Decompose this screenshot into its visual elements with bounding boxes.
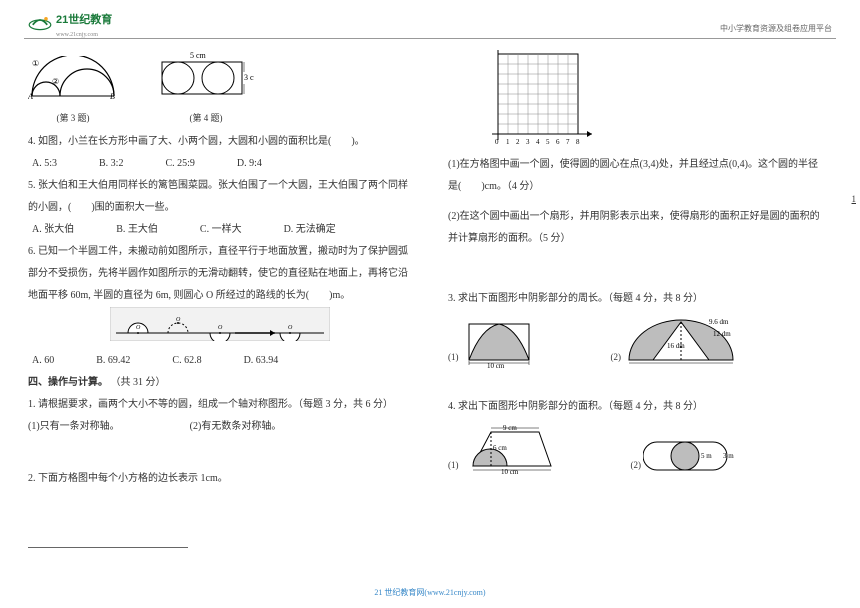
q6-text-a: 6. 已知一个半圆工件，未搬动前如图所示，直径平行于地面放置，搬动时为了保护圆弧 bbox=[28, 241, 412, 263]
section-4-title: 四、操作与计算。 bbox=[28, 377, 108, 388]
page-number-tab: 1 bbox=[852, 190, 857, 210]
section-4-points: （共 31 分） bbox=[111, 377, 166, 388]
figure-3-caption: (第 3 题) bbox=[28, 109, 118, 129]
svg-text:16 dm: 16 dm bbox=[667, 342, 685, 350]
s4q1-part1: (1)只有一条对称轴。 bbox=[28, 416, 120, 438]
s4q2-text: 2. 下面方格图中每个小方格的边长表示 1cm。 bbox=[28, 468, 412, 490]
svg-text:O: O bbox=[218, 325, 223, 331]
q5-text-b: 的小圆，( )围的面积大一些。 bbox=[28, 197, 412, 219]
svg-text:8: 8 bbox=[576, 138, 580, 146]
q3r-text: 3. 求出下面图形中阴影部分的周长。（每题 4 分，共 8 分） bbox=[448, 288, 832, 310]
q6-choice-a: A. 60 bbox=[32, 350, 54, 372]
svg-text:10 cm: 10 cm bbox=[487, 362, 505, 368]
grid-figure: 0 12345678 bbox=[488, 50, 598, 150]
q4-text: 4. 如图，小兰在长方形中画了大、小两个圆，大圆和小圆的面积比是( )。 bbox=[28, 131, 412, 153]
svg-text:O: O bbox=[136, 325, 141, 331]
q3-fig1-svg: 10 cm bbox=[461, 318, 541, 368]
svg-text:9.6 dm: 9.6 dm bbox=[709, 318, 729, 326]
q3-sub1-label: (1) bbox=[448, 348, 459, 368]
right-column: 0 12345678 (1)在方格图中画一个圆，使得圆的圆心在点(3,4)处，并… bbox=[448, 50, 832, 490]
logo-text: 21世纪教育 bbox=[56, 14, 112, 26]
header-rule bbox=[24, 38, 836, 39]
svg-text:1: 1 bbox=[506, 138, 510, 146]
svg-text:5 m: 5 m bbox=[701, 452, 712, 460]
r1-text: (1)在方格图中画一个圆，使得圆的圆心在点(3,4)处，并且经过点(0,4)。这… bbox=[448, 154, 832, 176]
svg-text:5: 5 bbox=[546, 138, 550, 146]
svg-text:3: 3 bbox=[526, 138, 530, 146]
q6-choice-d: D. 63.94 bbox=[244, 350, 279, 372]
q3-subfigs: (1) 10 cm (2) 9.6 dm 1 bbox=[448, 314, 832, 368]
r1b-text: 是( )cm。（4 分） bbox=[448, 176, 832, 198]
q3-subfig-2: (2) 9.6 dm 12 dm 16 dm bbox=[611, 314, 744, 368]
r2b-text: 并计算扇形的面积。（5 分） bbox=[448, 228, 832, 250]
q4-fig1-svg: 9 cm 6 cm 10 cm bbox=[461, 422, 561, 476]
svg-text:O: O bbox=[176, 317, 181, 323]
s4q1-text: 1. 请根据要求，画两个大小不等的圆，组成一个轴对称图形。（每题 3 分，共 6… bbox=[28, 394, 412, 416]
q4-choice-b: B. 3:2 bbox=[99, 153, 123, 175]
svg-text:A: A bbox=[28, 92, 33, 100]
q4-choices: A. 5:3 B. 3:2 C. 25:9 D. 9:4 bbox=[32, 153, 412, 175]
svg-text:3 cm: 3 cm bbox=[244, 73, 254, 82]
footnote-rule bbox=[28, 547, 188, 548]
q6-text-c: 地面平移 60m, 半圆的直径为 6m, 则圆心 O 所经过的路线的长为( )m… bbox=[28, 285, 412, 307]
svg-text:②: ② bbox=[52, 77, 59, 86]
svg-text:2: 2 bbox=[516, 138, 520, 146]
svg-text:①: ① bbox=[32, 59, 39, 68]
svg-text:O: O bbox=[288, 325, 293, 331]
q6-choice-c: C. 62.8 bbox=[172, 350, 201, 372]
q3-sub2-label: (2) bbox=[611, 348, 622, 368]
svg-text:B: B bbox=[110, 92, 115, 100]
q3-subfig-1: (1) 10 cm bbox=[448, 318, 541, 368]
figure-4-caption: (第 4 题) bbox=[158, 109, 254, 129]
q5-choices: A. 张大伯 B. 王大伯 C. 一样大 D. 无法确定 bbox=[32, 219, 412, 241]
figure-3: ① ② A B (第 3 题) bbox=[28, 56, 118, 129]
q4-subfigs: (1) 9 cm 6 cm 10 cm (2) 5 m bbox=[448, 422, 832, 476]
figure-4: 5 cm 3 cm (第 4 题) bbox=[158, 50, 254, 129]
left-column: ① ② A B (第 3 题) 5 cm 3 cm (第 4 bbox=[28, 50, 412, 490]
q5-choice-a: A. 张大伯 bbox=[32, 219, 74, 241]
svg-text:10 cm: 10 cm bbox=[501, 468, 519, 476]
site-logo: 21世纪教育 www.21cnjy.com bbox=[28, 8, 112, 38]
svg-text:7: 7 bbox=[566, 138, 570, 146]
q3-fig2-svg: 9.6 dm 12 dm 16 dm bbox=[623, 314, 743, 368]
q5-choice-d: D. 无法确定 bbox=[284, 219, 336, 241]
section-4-heading: 四、操作与计算。 （共 31 分） bbox=[28, 372, 412, 394]
figure-4-svg: 5 cm 3 cm bbox=[158, 50, 254, 100]
svg-text:0: 0 bbox=[495, 138, 499, 146]
q4-subfig-2: (2) 5 m 3 m bbox=[631, 436, 740, 476]
fig4-top-label: 5 cm bbox=[190, 51, 207, 60]
q4-sub2-label: (2) bbox=[631, 456, 642, 476]
content-columns: ① ② A B (第 3 题) 5 cm 3 cm (第 4 bbox=[28, 50, 832, 490]
figure-6: O O O O bbox=[28, 307, 412, 350]
q5-choice-c: C. 一样大 bbox=[200, 219, 242, 241]
q4r-text: 4. 求出下面图形中阴影部分的面积。（每题 4 分，共 8 分） bbox=[448, 396, 832, 418]
figure-6-svg: O O O O bbox=[110, 307, 330, 341]
q4-choice-c: C. 25:9 bbox=[165, 153, 194, 175]
figure-row-top: ① ② A B (第 3 题) 5 cm 3 cm (第 4 bbox=[28, 50, 412, 129]
q5-text-a: 5. 张大伯和王大伯用同样长的篱笆围菜园。张大伯围了一个大圆，王大伯围了两个同样 bbox=[28, 175, 412, 197]
q4-fig2-svg: 5 m 3 m bbox=[643, 436, 739, 476]
q6-choice-b: B. 69.42 bbox=[96, 350, 130, 372]
logo-icon bbox=[28, 14, 52, 32]
svg-text:4: 4 bbox=[536, 138, 540, 146]
q4-sub1-label: (1) bbox=[448, 456, 459, 476]
q6-choices: A. 60 B. 69.42 C. 62.8 D. 63.94 bbox=[32, 350, 412, 372]
q4-choice-d: D. 9:4 bbox=[237, 153, 262, 175]
figure-3-svg: ① ② A B bbox=[28, 56, 118, 100]
svg-text:6: 6 bbox=[556, 138, 560, 146]
s4q1-part2: (2)有无数条对称轴。 bbox=[190, 416, 282, 438]
svg-text:12 dm: 12 dm bbox=[713, 330, 731, 338]
s4q1-subparts: (1)只有一条对称轴。 (2)有无数条对称轴。 bbox=[28, 416, 412, 438]
q4-subfig-1: (1) 9 cm 6 cm 10 cm bbox=[448, 422, 561, 476]
svg-text:3 m: 3 m bbox=[723, 452, 734, 460]
svg-text:6 cm: 6 cm bbox=[493, 444, 507, 452]
q6-text-b: 部分不受损伤，先将半圆作如图所示的无滑动翻转，使它的直径贴在地面上，再将它沿 bbox=[28, 263, 412, 285]
q5-choice-b: B. 王大伯 bbox=[116, 219, 158, 241]
page-footer: 21 世纪教育网(www.21cnjy.com) bbox=[0, 584, 860, 602]
q4-choice-a: A. 5:3 bbox=[32, 153, 57, 175]
r2-text: (2)在这个圆中画出一个扇形，并用阴影表示出来，使得扇形的面积正好是圆的面积的 bbox=[448, 206, 832, 228]
header-right-text: 中小学教育资源及组卷应用平台 bbox=[720, 20, 832, 38]
